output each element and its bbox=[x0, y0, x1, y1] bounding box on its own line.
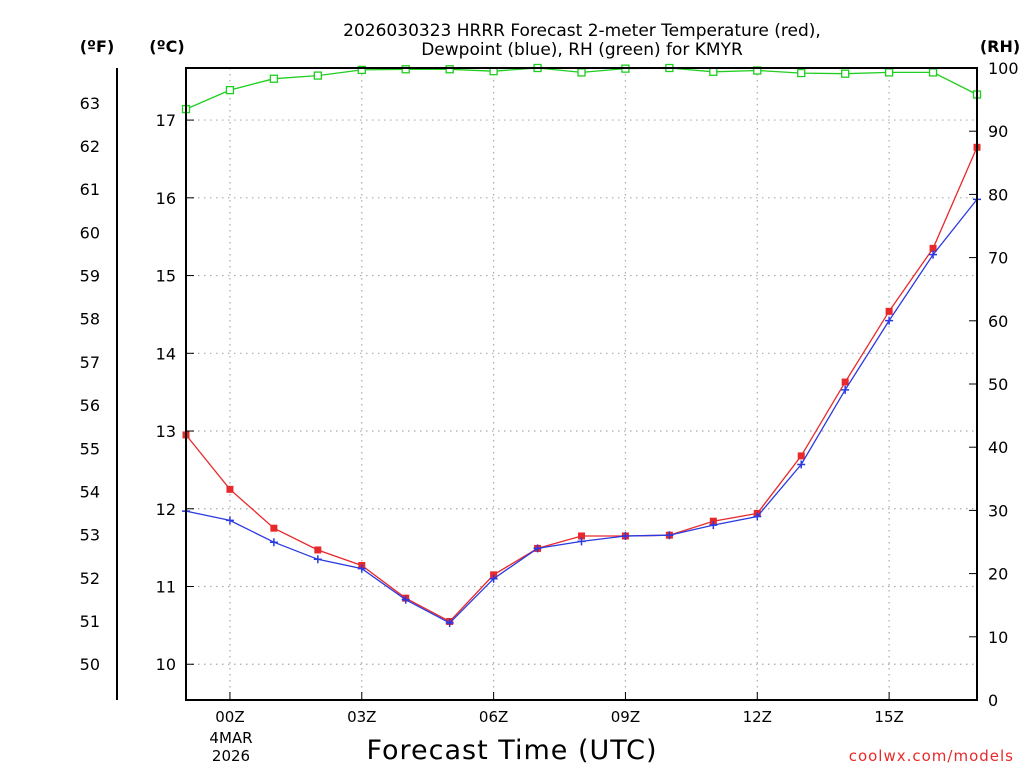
temperature-point-15 bbox=[841, 378, 849, 386]
dewpoint-point-8 bbox=[533, 544, 542, 553]
rh-tick-label-70: 70 bbox=[988, 249, 1008, 268]
fahrenheit-tick-label-53: 53 bbox=[80, 526, 100, 545]
x-axis-title: Forecast Time (UTC) bbox=[366, 735, 657, 766]
rh-series bbox=[181, 63, 982, 114]
temperature-point-2 bbox=[270, 524, 278, 532]
rh-tick-label-100: 100 bbox=[988, 59, 1019, 78]
rh-point-15 bbox=[841, 69, 850, 78]
celsius-tick-label-12: 12 bbox=[156, 500, 176, 519]
fahrenheit-tick-label-51: 51 bbox=[80, 612, 100, 631]
rh-point-4 bbox=[357, 65, 366, 75]
dewpoint-point-5 bbox=[401, 595, 410, 604]
temperature-point-16 bbox=[885, 307, 893, 315]
dewpoint-point-4 bbox=[357, 564, 366, 573]
rh-point-6 bbox=[445, 65, 454, 74]
rh-point-9 bbox=[577, 68, 586, 77]
x-tick-label-03Z: 03Z bbox=[347, 708, 376, 726]
rh-tick-label-60: 60 bbox=[988, 312, 1008, 331]
dewpoint-point-7 bbox=[489, 574, 498, 583]
series-layer bbox=[181, 63, 982, 628]
chart-title-line1: 2026030323 HRRR Forecast 2-meter Tempera… bbox=[343, 21, 821, 41]
dewpoint-point-1 bbox=[225, 516, 234, 525]
axis-ticks: 00Z 03Z 06Z 09Z 12Z 15Z 10 11 12 13 14 15 16 17 50 51 52… bbox=[80, 59, 1019, 726]
x-tick-label-15Z: 15Z bbox=[874, 708, 903, 726]
rh-unit-label: (RH) bbox=[980, 37, 1020, 56]
rh-tick-label-90: 90 bbox=[988, 122, 1008, 141]
celsius-tick-label-17: 17 bbox=[156, 111, 176, 130]
rh-point-2 bbox=[269, 74, 279, 83]
date-label-year: 2026 bbox=[212, 747, 250, 765]
fahrenheit-tick-label-56: 56 bbox=[80, 396, 100, 415]
celsius-unit-label: (ºC) bbox=[149, 37, 184, 56]
rh-tick-label-20: 20 bbox=[988, 565, 1008, 584]
temperature-line bbox=[185, 147, 978, 623]
x-tick-label-06Z: 06Z bbox=[479, 708, 508, 726]
fahrenheit-tick-label-52: 52 bbox=[80, 569, 100, 588]
fahrenheit-tick-label-50: 50 bbox=[80, 655, 100, 674]
rh-point-17 bbox=[928, 68, 938, 77]
fahrenheit-tick-label-57: 57 bbox=[80, 353, 100, 372]
celsius-tick-label-16: 16 bbox=[156, 189, 176, 208]
dewpoint-point-17 bbox=[929, 250, 938, 259]
dewpoint-line bbox=[185, 198, 978, 624]
rh-tick-label-0: 0 bbox=[988, 691, 998, 710]
dewpoint-point-16 bbox=[885, 316, 894, 325]
rh-tick-label-40: 40 bbox=[988, 438, 1008, 457]
temperature-point-9 bbox=[578, 532, 585, 540]
rh-point-16 bbox=[884, 68, 894, 77]
fahrenheit-tick-label-55: 55 bbox=[80, 439, 100, 458]
fahrenheit-tick-label-60: 60 bbox=[80, 223, 100, 242]
celsius-tick-label-13: 13 bbox=[156, 422, 176, 441]
credit-label: coolwx.com/models bbox=[849, 747, 1014, 765]
fahrenheit-tick-label-62: 62 bbox=[80, 137, 100, 156]
date-label-month: 4MAR bbox=[209, 729, 252, 747]
celsius-tick-label-10: 10 bbox=[156, 655, 176, 674]
dewpoint-point-6 bbox=[445, 619, 454, 628]
dewpoint-point-9 bbox=[577, 537, 586, 546]
rh-tick-label-50: 50 bbox=[988, 375, 1008, 394]
temperature-point-17 bbox=[929, 244, 937, 252]
dewpoint-point-15 bbox=[841, 385, 850, 394]
dewpoint-point-14 bbox=[797, 460, 806, 469]
dewpoint-point-12 bbox=[709, 521, 718, 530]
dewpoint-point-3 bbox=[313, 555, 322, 564]
fahrenheit-unit-label: (ºF) bbox=[80, 37, 115, 56]
celsius-tick-label-15: 15 bbox=[156, 267, 176, 286]
temperature-point-1 bbox=[226, 485, 234, 493]
rh-point-3 bbox=[313, 71, 322, 80]
rh-tick-label-10: 10 bbox=[988, 628, 1008, 647]
rh-tick-label-80: 80 bbox=[988, 185, 1008, 204]
fahrenheit-tick-label-54: 54 bbox=[80, 482, 100, 501]
celsius-tick-label-14: 14 bbox=[156, 344, 176, 363]
dewpoint-series bbox=[182, 195, 981, 628]
x-tick-label-09Z: 09Z bbox=[611, 708, 640, 726]
dewpoint-point-10 bbox=[621, 531, 630, 540]
rh-point-14 bbox=[797, 68, 806, 78]
rh-point-5 bbox=[401, 65, 410, 74]
dewpoint-point-2 bbox=[269, 538, 278, 547]
celsius-tick-label-11: 11 bbox=[156, 578, 176, 597]
plot-frame bbox=[185, 67, 978, 701]
x-tick-label-00Z: 00Z bbox=[215, 708, 244, 726]
gridlines bbox=[186, 68, 977, 700]
chart-title-line2: Dewpoint (blue), RH (green) for KMYR bbox=[421, 40, 743, 60]
fahrenheit-tick-label-63: 63 bbox=[80, 94, 100, 113]
temperature-point-14 bbox=[797, 452, 805, 460]
dewpoint-point-11 bbox=[665, 531, 674, 540]
fahrenheit-tick-label-59: 59 bbox=[80, 267, 100, 286]
dewpoint-point-13 bbox=[753, 512, 762, 521]
fahrenheit-tick-label-61: 61 bbox=[80, 180, 100, 199]
rh-point-12 bbox=[709, 67, 718, 76]
temperature-point-3 bbox=[314, 546, 322, 554]
fahrenheit-tick-label-58: 58 bbox=[80, 310, 100, 329]
x-tick-label-12Z: 12Z bbox=[743, 708, 772, 726]
rh-tick-label-30: 30 bbox=[988, 501, 1008, 520]
rh-point-1 bbox=[225, 85, 235, 95]
